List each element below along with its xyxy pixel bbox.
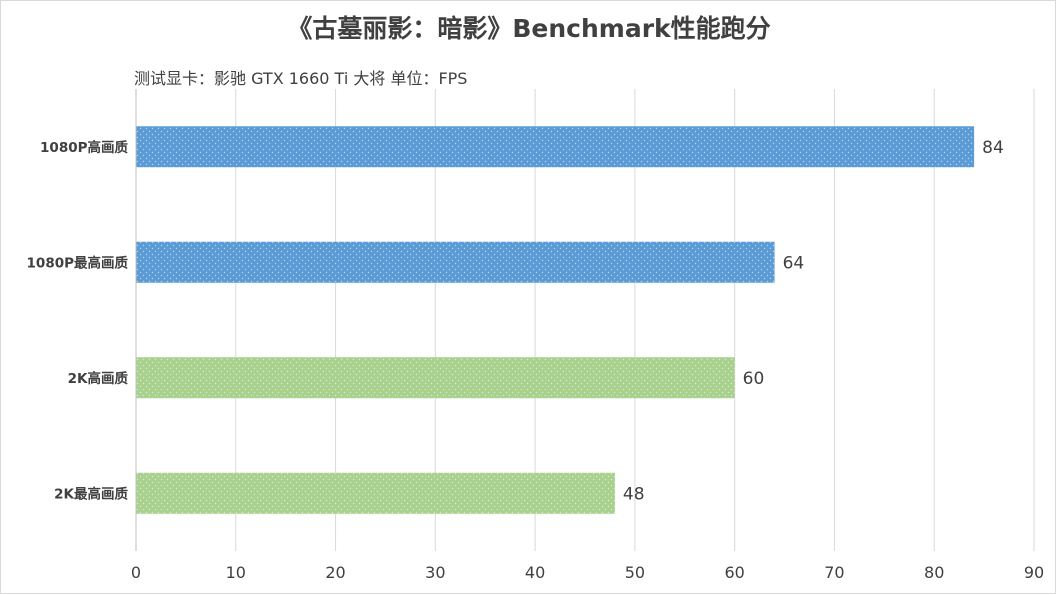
bar <box>136 241 775 283</box>
x-tick-label: 20 <box>325 563 345 582</box>
category-label: 2K最高画质 <box>54 485 128 502</box>
data-label: 48 <box>623 484 645 504</box>
chart-title: 《古墓丽影：暗影》Benchmark性能跑分 <box>287 14 771 43</box>
x-tick-label: 60 <box>724 563 744 582</box>
data-label: 64 <box>783 253 805 273</box>
x-tick-label: 40 <box>525 563 545 582</box>
x-tick-label: 70 <box>824 563 844 582</box>
category-label: 2K高画质 <box>68 370 129 387</box>
x-tick-label: 0 <box>131 563 141 582</box>
category-label: 1080P高画质 <box>40 139 128 156</box>
x-tick-label: 30 <box>425 563 445 582</box>
bar <box>136 126 975 168</box>
bar <box>136 357 735 399</box>
chart-subtitle: 测试显卡：影驰 GTX 1660 Ti 大将 单位：FPS <box>134 69 468 88</box>
bar <box>136 472 615 514</box>
data-label: 84 <box>982 138 1004 158</box>
data-label: 60 <box>743 369 765 389</box>
x-tick-label: 10 <box>226 563 246 582</box>
x-tick-label: 50 <box>625 563 645 582</box>
x-tick-label: 90 <box>1024 563 1044 582</box>
x-tick-label: 80 <box>924 563 944 582</box>
category-label: 1080P最高画质 <box>27 254 129 271</box>
